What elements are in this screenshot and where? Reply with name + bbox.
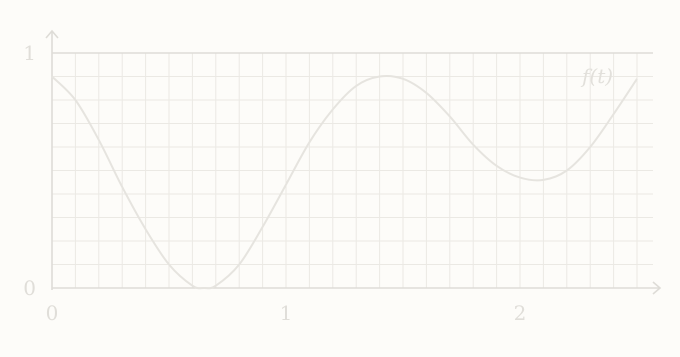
grid <box>51 52 653 289</box>
y-axis-arrowhead <box>45 29 59 39</box>
x-tick-label: 1 <box>280 301 293 325</box>
x-axis-arrowhead <box>652 281 662 295</box>
series-layer <box>51 74 638 290</box>
tick-labels: 0 1 2 0 1 <box>23 41 526 325</box>
y-tick-label: 1 <box>23 41 36 65</box>
y-tick-label: 0 <box>23 276 36 300</box>
x-tick-label: 0 <box>46 301 59 325</box>
series-line <box>51 74 638 290</box>
axes <box>45 29 662 295</box>
series-label: f(t) <box>580 64 613 88</box>
x-tick-label: 2 <box>514 301 527 325</box>
